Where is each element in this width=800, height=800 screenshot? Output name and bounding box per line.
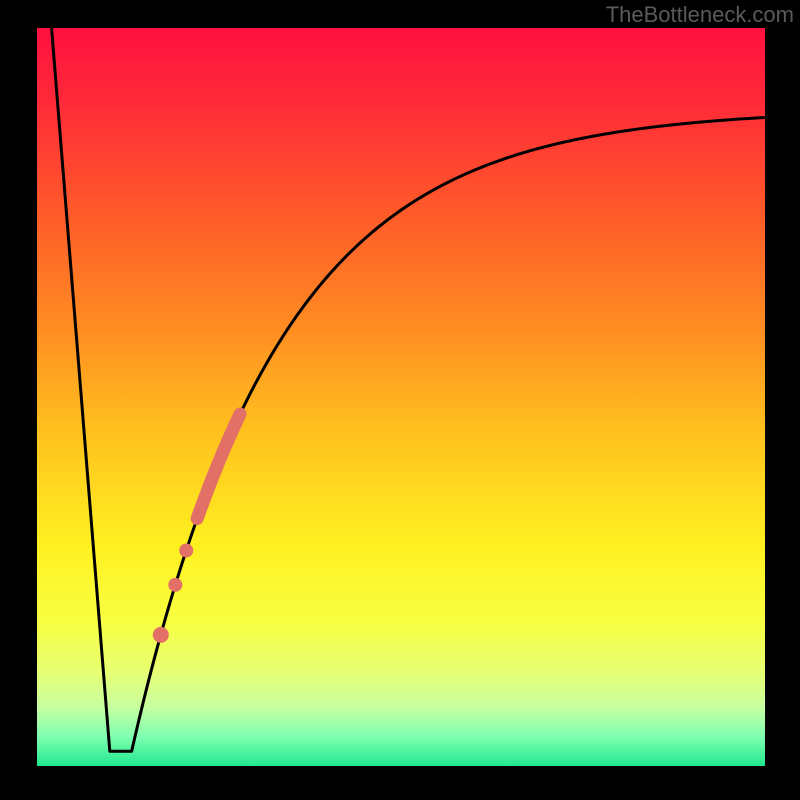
bottleneck-chart xyxy=(0,0,800,800)
chart-container: TheBottleneck.com xyxy=(0,0,800,800)
marker-dot xyxy=(153,627,169,643)
marker-dot xyxy=(179,543,193,557)
chart-background xyxy=(37,28,765,766)
marker-dot xyxy=(168,578,182,592)
watermark-text: TheBottleneck.com xyxy=(606,2,794,28)
